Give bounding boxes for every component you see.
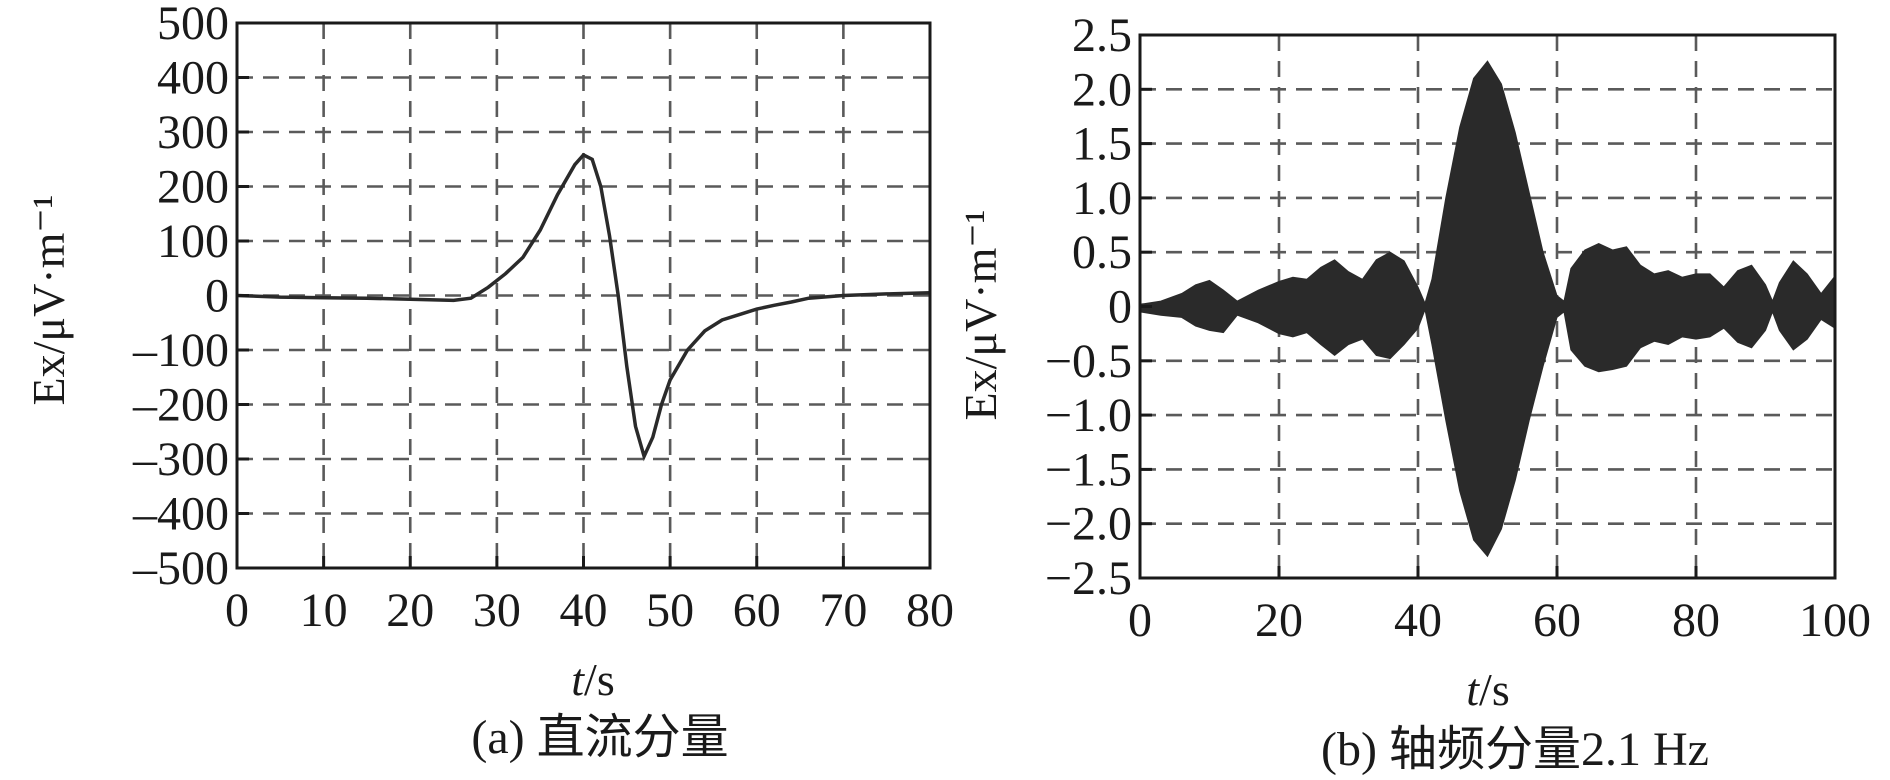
b-x-tick-label: 20: [1255, 594, 1303, 647]
b-x-tick-label: 0: [1128, 594, 1152, 647]
b-y-tick-label: −2.0: [1045, 498, 1132, 551]
a-x-tick-label: 30: [473, 584, 521, 637]
b-y-tick-label: −1.0: [1045, 389, 1132, 442]
a-x-tick-label: 0: [225, 584, 249, 637]
a-x-tick-label: 20: [386, 584, 434, 637]
panel-b-y-tick-labels: 2.52.01.51.00.50−0.5−1.0−1.5−2.0−2.5: [1045, 9, 1132, 605]
panel-b-y-axis-label: Ex/μV·m⁻¹: [955, 210, 1006, 421]
panel-b-x-axis-label: t/s: [1466, 664, 1509, 715]
b-y-tick-label: 0: [1108, 281, 1132, 334]
a-y-tick-label: 500: [157, 0, 229, 50]
panel-b-caption: (b) 轴频分量2.1 Hz: [1321, 723, 1709, 776]
b-y-tick-label: 2.5: [1072, 9, 1132, 62]
a-y-tick-label: 0: [205, 270, 229, 323]
panel-a-data-line: [236, 152, 931, 462]
b-x-tick-label: 100: [1799, 594, 1871, 647]
panel-a-grid: [237, 23, 930, 568]
b-y-tick-label: 1.5: [1072, 118, 1132, 171]
b-y-tick-label: 1.0: [1072, 172, 1132, 225]
a-y-tick-label: 200: [157, 161, 229, 214]
b-y-tick-label: −2.5: [1045, 552, 1132, 605]
panel-b-oscillation-envelope: [1139, 60, 1836, 558]
b-x-tick-label: 40: [1394, 594, 1442, 647]
a-y-tick-label: –100: [132, 324, 229, 377]
panel-b-shaft-frequency-chart: 2.52.01.51.00.50−0.5−1.0−1.5−2.0−2.5 0 20…: [955, 9, 1871, 776]
b-y-tick-label: 0.5: [1072, 226, 1132, 279]
a-y-tick-label: –200: [132, 379, 229, 432]
a-x-tick-label: 80: [906, 584, 954, 637]
a-y-tick-label: –400: [132, 488, 229, 541]
b-x-tick-label: 80: [1672, 594, 1720, 647]
b-y-tick-label: −0.5: [1045, 335, 1132, 388]
panel-a-y-axis-label: Ex/μV·m⁻¹: [23, 195, 74, 406]
panel-b-tick-marks: [1138, 33, 1837, 580]
a-y-tick-label: 300: [157, 106, 229, 159]
a-y-tick-label: –500: [132, 542, 229, 595]
panel-a-tick-marks: [235, 21, 932, 570]
b-x-tick-label: 60: [1533, 594, 1581, 647]
panel-b-x-tick-labels: 0 20 40 60 80 100: [1128, 594, 1871, 647]
a-x-tick-label: 40: [560, 584, 608, 637]
panel-a-caption: (a) 直流分量: [471, 711, 728, 764]
a-x-tick-label: 70: [819, 584, 867, 637]
b-y-tick-label: 2.0: [1072, 63, 1132, 116]
a-x-tick-label: 10: [300, 584, 348, 637]
a-x-tick-label: 60: [733, 584, 781, 637]
panel-a-x-axis-label: t/s: [571, 654, 614, 705]
a-x-tick-label: 50: [646, 584, 694, 637]
panel-a-x-tick-labels: 0 10 20 30 40 50 60 70 80: [225, 584, 954, 637]
a-y-tick-label: –300: [132, 433, 229, 486]
a-y-tick-label: 100: [157, 215, 229, 268]
b-y-tick-label: −1.5: [1045, 443, 1132, 496]
a-y-tick-label: 400: [157, 52, 229, 105]
